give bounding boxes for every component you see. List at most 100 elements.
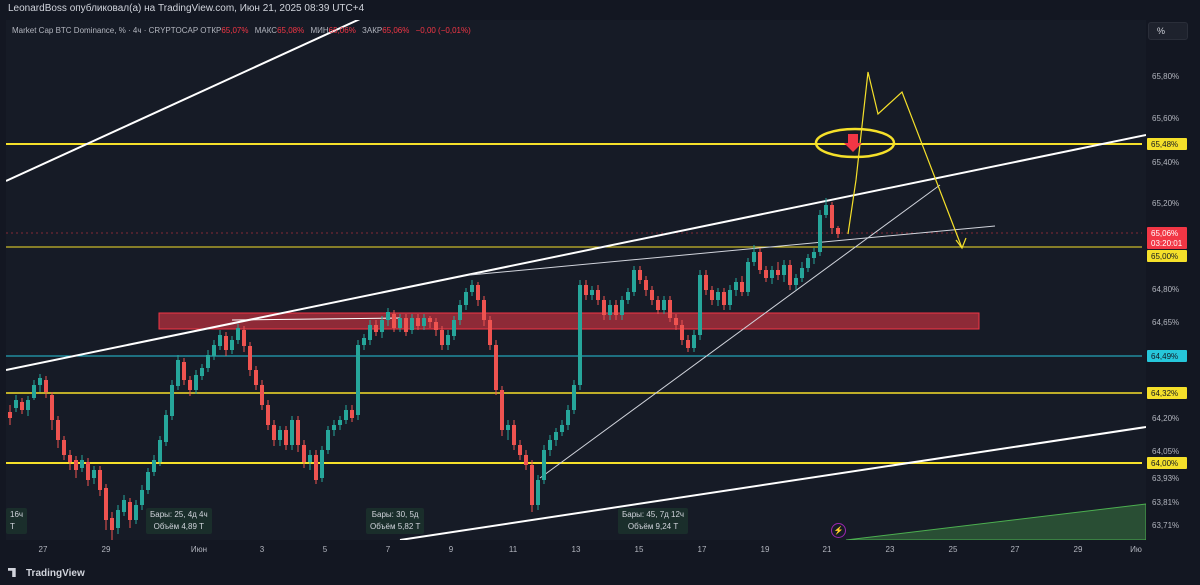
candle-body bbox=[818, 215, 822, 252]
candle-body bbox=[752, 252, 756, 262]
candle-body bbox=[110, 518, 114, 530]
candle-body bbox=[794, 278, 798, 285]
candle-body bbox=[356, 345, 360, 415]
candle-body bbox=[500, 390, 504, 430]
candle-body bbox=[686, 340, 690, 348]
candle-body bbox=[692, 335, 696, 348]
measure-box-1-line2: T bbox=[10, 522, 15, 531]
channel-bottom-line bbox=[399, 426, 1147, 541]
candle-body bbox=[38, 378, 42, 385]
candle-body bbox=[632, 270, 636, 292]
close-value: 65,06% bbox=[382, 26, 410, 35]
candle-body bbox=[68, 455, 72, 462]
candle-body bbox=[542, 450, 546, 480]
candle-body bbox=[146, 472, 150, 490]
time-tick: 19 bbox=[761, 545, 770, 554]
candle-body bbox=[152, 460, 156, 472]
price-label-6500-bg bbox=[1147, 250, 1187, 262]
measure-box-1: 16ч T bbox=[6, 508, 28, 534]
channel-top-line bbox=[5, 18, 361, 182]
publisher-line: LeonardBoss опубликовал(а) на TradingVie… bbox=[8, 3, 365, 14]
candle-body bbox=[98, 470, 102, 490]
target-ellipse bbox=[814, 127, 896, 159]
candle-body bbox=[734, 282, 738, 290]
candle-body bbox=[278, 430, 282, 440]
candle-body bbox=[308, 455, 312, 462]
time-tick: 11 bbox=[509, 545, 518, 554]
candle-body bbox=[656, 300, 660, 310]
time-tick: Ию bbox=[1130, 545, 1142, 554]
rising-trendline bbox=[539, 184, 941, 479]
candle-body bbox=[194, 375, 198, 390]
price-chart-canvas[interactable] bbox=[5, 18, 1147, 541]
candle-body bbox=[368, 325, 372, 340]
candle-body bbox=[56, 420, 60, 440]
candle-body bbox=[812, 252, 816, 258]
zone-top-line bbox=[231, 317, 401, 321]
symbol-title[interactable]: Market Cap BTC Dominance, % · 4ч · CRYPT… bbox=[12, 26, 199, 35]
candle-body bbox=[230, 340, 234, 350]
candle-body bbox=[26, 400, 30, 410]
time-tick: 9 bbox=[449, 545, 454, 554]
low-value: 65,06% bbox=[328, 26, 356, 35]
candle-body bbox=[776, 270, 780, 275]
time-tick: 13 bbox=[572, 545, 581, 554]
time-tick: 29 bbox=[1074, 545, 1083, 554]
time-tick: 27 bbox=[39, 545, 48, 554]
candle-body bbox=[62, 440, 66, 455]
candle-body bbox=[710, 290, 714, 300]
candle-body bbox=[164, 415, 168, 442]
candle-body bbox=[398, 318, 402, 328]
candle-body bbox=[320, 450, 324, 478]
candle-body bbox=[488, 320, 492, 345]
candle-body bbox=[836, 228, 840, 234]
candle-body bbox=[134, 505, 138, 520]
tradingview-branding[interactable]: TradingView bbox=[8, 568, 85, 579]
candle-body bbox=[428, 318, 432, 322]
candle-body bbox=[170, 385, 174, 416]
candle-body bbox=[524, 455, 528, 465]
candle-body bbox=[434, 322, 438, 330]
candle-body bbox=[290, 420, 294, 445]
chart-pane[interactable] bbox=[5, 18, 1147, 541]
candle-body bbox=[482, 300, 486, 320]
price-tick: 65,20% bbox=[1152, 199, 1179, 208]
candle-body bbox=[440, 330, 444, 345]
candle-body bbox=[404, 318, 408, 332]
tradingview-logo-icon bbox=[8, 568, 16, 577]
last-price-label-bg bbox=[1147, 227, 1187, 239]
candle-body bbox=[260, 385, 264, 405]
price-label-6500: 65,00% bbox=[1151, 252, 1178, 261]
price-label-6400: 64,00% bbox=[1151, 459, 1178, 468]
candle-body bbox=[254, 370, 258, 385]
candle-body bbox=[554, 432, 558, 440]
projection-path bbox=[847, 71, 963, 249]
candle-body bbox=[464, 292, 468, 305]
time-tick: 15 bbox=[635, 545, 644, 554]
time-tick: 29 bbox=[102, 545, 111, 554]
candle-body bbox=[800, 268, 804, 278]
lightning-icon[interactable]: ⚡ bbox=[831, 523, 846, 538]
candle-body bbox=[662, 300, 666, 310]
measure-box-2-line1: Бары: 25, 4д 4ч bbox=[150, 510, 208, 519]
candle-body bbox=[92, 470, 96, 478]
candle-body bbox=[596, 290, 600, 300]
candle-body bbox=[452, 320, 456, 336]
candle-body bbox=[470, 285, 474, 292]
percent-scale-button[interactable]: % bbox=[1148, 22, 1188, 40]
measure-box-3-line1: Бары: 30, 5д bbox=[371, 510, 419, 519]
candle-body bbox=[716, 292, 720, 300]
price-label-6432: 64,32% bbox=[1151, 389, 1178, 398]
candle-body bbox=[272, 425, 276, 440]
candle-body bbox=[266, 405, 270, 425]
candle-body bbox=[416, 318, 420, 326]
candle-body bbox=[572, 385, 576, 410]
candle-body bbox=[386, 312, 390, 320]
candle-body bbox=[350, 410, 354, 418]
countdown-label-bg bbox=[1147, 237, 1187, 249]
countdown-label: 03:20:01 bbox=[1151, 239, 1183, 248]
candle-body bbox=[446, 335, 450, 345]
candle-body bbox=[302, 445, 306, 462]
projection-area bbox=[845, 503, 1147, 541]
candle-body bbox=[728, 290, 732, 305]
